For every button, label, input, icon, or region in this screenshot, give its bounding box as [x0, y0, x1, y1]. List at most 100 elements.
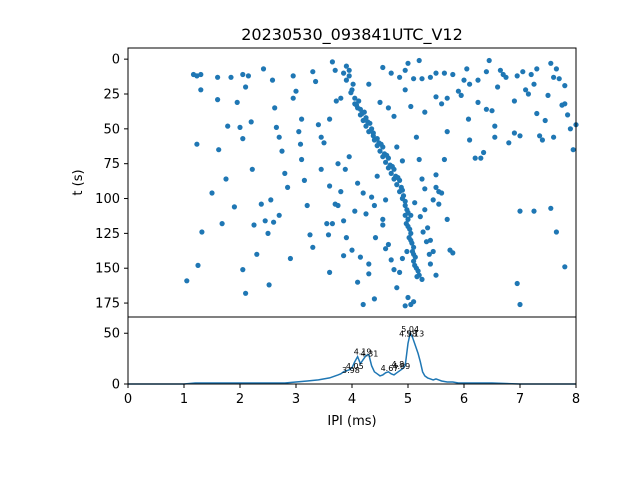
raster-point — [553, 66, 560, 72]
raster-point — [495, 84, 501, 90]
raster-point — [297, 141, 304, 147]
raster-point — [383, 197, 389, 203]
raster-point — [374, 173, 380, 179]
raster-point — [420, 229, 426, 235]
raster-point — [363, 123, 369, 129]
raster-point — [433, 272, 439, 278]
raster-point — [531, 208, 537, 214]
raster-point — [391, 113, 397, 119]
raster-point — [464, 66, 470, 72]
raster-point — [363, 115, 369, 121]
raster-point — [199, 229, 205, 235]
raster-point — [338, 189, 344, 195]
raster-point — [310, 69, 316, 75]
raster-point — [258, 201, 264, 207]
raster-point — [194, 141, 200, 147]
raster-point — [412, 262, 418, 268]
raster-point — [329, 221, 335, 227]
raster-point — [413, 134, 419, 140]
raster-point — [388, 257, 394, 263]
peak-annotation: 4.98 — [399, 329, 417, 338]
raster-point — [349, 247, 355, 253]
raster-point — [329, 59, 335, 65]
raster-point — [517, 133, 523, 139]
raster-point — [388, 70, 394, 76]
raster-point — [313, 78, 319, 85]
raster-point — [553, 229, 560, 235]
raster-point — [511, 130, 517, 136]
raster-point — [380, 64, 386, 71]
raster-point — [427, 237, 433, 243]
histogram-y-axis-ticks: 0 50 — [103, 327, 128, 393]
raster-point — [403, 221, 409, 227]
y-tick-label: 175 — [95, 297, 120, 312]
raster-point — [489, 108, 495, 114]
raster-point — [251, 222, 257, 228]
raster-point — [425, 225, 431, 231]
raster-point — [342, 166, 348, 172]
raster-point — [411, 299, 417, 305]
raster-point — [465, 116, 472, 122]
raster-point — [404, 207, 410, 213]
raster-point — [402, 303, 408, 309]
raster-point — [492, 123, 498, 129]
raster-point — [385, 241, 391, 248]
raster-point — [374, 136, 380, 142]
raster-point — [411, 258, 417, 264]
raster-point — [357, 106, 363, 112]
raster-point — [348, 90, 354, 96]
raster-point — [467, 81, 473, 87]
raster-point — [433, 172, 439, 178]
raster-point — [426, 251, 432, 257]
raster-point — [548, 60, 554, 66]
raster-point — [383, 246, 389, 252]
raster-point — [304, 202, 310, 209]
raster-point — [503, 74, 509, 80]
raster-point — [318, 134, 324, 140]
raster-point — [245, 73, 251, 79]
raster-point — [341, 70, 347, 76]
raster-point — [269, 77, 276, 83]
raster-point — [383, 159, 389, 165]
raster-axes: 20230530_093841UTC_V12 t (s) 0 25 50 75 100 1… — [71, 25, 579, 318]
raster-point — [371, 202, 377, 209]
raster-point — [380, 222, 386, 228]
raster-point — [327, 183, 333, 189]
raster-point — [198, 87, 204, 93]
x-tick-label: 4 — [348, 392, 356, 407]
raster-point — [444, 216, 450, 222]
raster-point — [405, 60, 411, 66]
raster-point — [411, 76, 417, 82]
raster-point — [346, 67, 352, 73]
raster-point — [243, 84, 249, 90]
raster-point — [388, 170, 394, 176]
raster-point — [276, 134, 282, 140]
raster-point — [391, 267, 397, 273]
raster-point — [439, 101, 445, 107]
raster-point — [402, 212, 408, 218]
peak-annotation: 4.05 — [346, 362, 364, 371]
raster-point — [287, 255, 293, 262]
raster-point — [215, 74, 221, 80]
raster-point — [279, 148, 285, 154]
raster-point — [427, 74, 433, 80]
raster-point — [272, 105, 278, 111]
raster-point — [545, 92, 551, 98]
y-tick-label: 100 — [95, 192, 120, 207]
raster-point — [419, 76, 425, 82]
raster-point — [216, 147, 222, 153]
raster-point — [234, 99, 240, 105]
raster-point — [293, 88, 299, 94]
raster-point — [467, 137, 473, 143]
raster-point — [318, 166, 324, 172]
raster-point — [422, 207, 428, 213]
raster-point — [215, 97, 221, 103]
raster-point — [419, 176, 425, 182]
histogram-y-tick-label: 50 — [103, 327, 120, 342]
y-axis-label: t (s) — [71, 169, 86, 195]
raster-point — [548, 205, 554, 211]
histogram-axes: 5.045.134.984.194.314.053.98 4.674.84.89 … — [103, 316, 580, 429]
raster-point — [335, 161, 341, 167]
raster-point — [276, 212, 282, 218]
